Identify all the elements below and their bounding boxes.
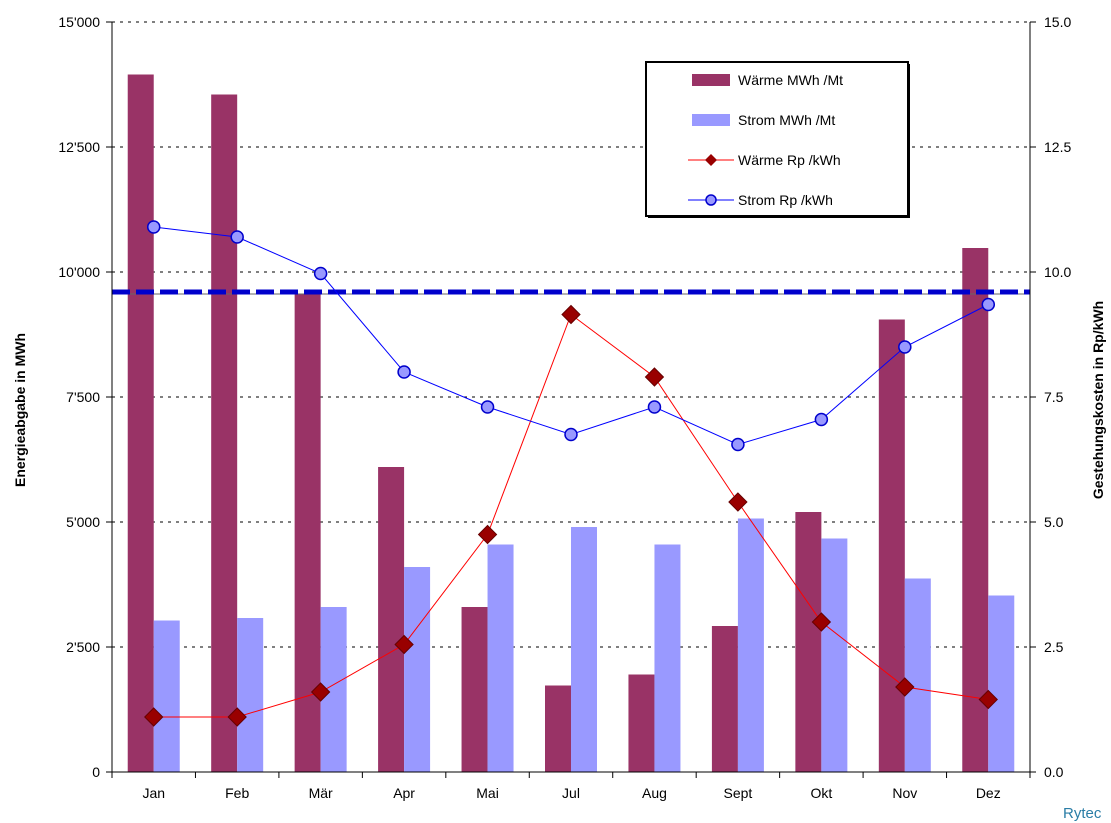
tick-label-x-0: Jan [142,785,165,801]
x-axis-ticks: Jan Feb Mär Apr Mai Jul Aug Sept Okt Nov Dez [111,772,1031,801]
bar-strom-4 [487,544,514,772]
legend-swatch-strom-bar [692,114,730,126]
marker-waerme-6 [644,367,665,387]
series-lines [144,220,998,727]
marker-strom-4 [480,400,495,414]
tick-label-right-1: 2.5 [1044,639,1064,655]
legend-label-strom-bar: Strom MWh /Mt [738,112,835,128]
bar-strom-1 [237,618,264,772]
tick-label-right-6: 15.0 [1044,14,1071,30]
tick-label-left-5: 12'500 [58,139,100,155]
bar-waerme-0 [127,74,154,772]
bar-strom-5 [571,527,597,772]
bar-strom-3 [404,567,431,772]
bar-waerme-9 [878,319,905,772]
marker-waerme-8 [811,612,832,632]
bar-strom-10 [988,595,1015,772]
legend-marker-strom-line [705,194,717,206]
marker-waerme-2 [310,682,331,702]
tick-label-x-10: Dez [976,785,1001,801]
marker-waerme-10 [978,689,998,710]
legend-label-waerme-line: Wärme Rp /kWh [738,152,841,168]
marker-strom-9 [898,340,912,354]
tick-label-left-4: 10'000 [58,264,100,280]
tick-label-right-4: 10.0 [1044,264,1071,280]
marker-strom-7 [731,437,745,452]
legend-marker-waerme-line [705,154,717,166]
bar-waerme-3 [378,467,405,772]
tick-label-x-7: Sept [724,785,753,801]
marker-strom-1 [230,230,244,244]
tick-label-x-8: Okt [810,785,832,801]
marker-strom-10 [981,297,996,312]
bar-waerme-7 [711,626,738,772]
bar-waerme-5 [545,685,571,772]
marker-waerme-0 [144,707,164,727]
tick-label-left-6: 15'000 [58,14,100,30]
tick-label-x-1: Feb [225,785,249,801]
tick-label-x-4: Mai [476,785,499,801]
marker-strom-6 [647,400,662,414]
tick-label-right-5: 12.5 [1044,139,1071,155]
bar-waerme-4 [461,607,488,772]
tick-label-x-6: Aug [642,785,667,801]
right-axis-ticks: 0.0 2.5 5.0 7.5 10.0 12.5 15.0 [1030,14,1071,780]
legend-swatch-waerme-bar [692,74,730,86]
bar-strom-7 [737,518,764,772]
tick-label-left-1: 2'500 [66,639,100,655]
legend-label-strom-line: Strom Rp /kWh [738,192,833,208]
tick-label-right-2: 5.0 [1044,514,1064,530]
bar-waerme-8 [795,512,822,772]
tick-label-left-2: 5'000 [66,514,100,530]
bar-strom-0 [153,620,180,772]
legend-label-waerme-bar: Wärme MWh /Mt [738,72,843,88]
reference-line [112,289,1030,295]
bar-waerme-1 [211,94,238,772]
marker-strom-3 [397,365,411,379]
marker-strom-8 [814,412,829,427]
marker-waerme-3 [394,634,414,655]
marker-strom-5 [564,427,578,442]
left-axis-ticks: 0 2'500 5'000 7'500 10'000 12'500 15'000 [58,14,112,780]
legend-box [645,61,909,217]
bar-waerme-10 [962,248,989,772]
marker-waerme-7 [728,492,748,512]
marker-strom-0 [146,220,161,234]
tick-label-x-9: Nov [892,785,917,801]
bar-waerme-6 [628,674,655,772]
marker-waerme-4 [477,524,498,545]
tick-label-x-2: Mär [309,785,333,801]
line-strom [153,226,989,446]
credit-label: Rytec [1063,805,1102,822]
marker-waerme-9 [895,677,915,697]
tick-label-left-3: 7'500 [66,389,100,405]
tick-label-x-3: Apr [393,785,415,801]
legend: Wärme MWh /Mt Strom MWh /Mt Wärme Rp /kWh S… [645,61,910,218]
bar-strom-6 [654,544,681,772]
tick-label-left-0: 0 [92,764,100,780]
bar-strom-8 [821,538,848,772]
tick-label-x-5: Jul [562,785,580,801]
bar-strom-9 [904,578,931,772]
tick-label-right-0: 0.0 [1044,764,1064,780]
y-axis-left-label: Energieabgabe in MWh [12,333,28,487]
marker-waerme-1 [227,707,247,727]
marker-strom-2 [313,266,328,281]
y-axis-right-label: Gestehungskosten in Rp/kWh [1090,301,1106,499]
tick-label-right-3: 7.5 [1044,389,1064,405]
marker-waerme-5 [561,304,581,325]
bar-waerme-2 [294,294,321,772]
bars [127,74,1015,772]
